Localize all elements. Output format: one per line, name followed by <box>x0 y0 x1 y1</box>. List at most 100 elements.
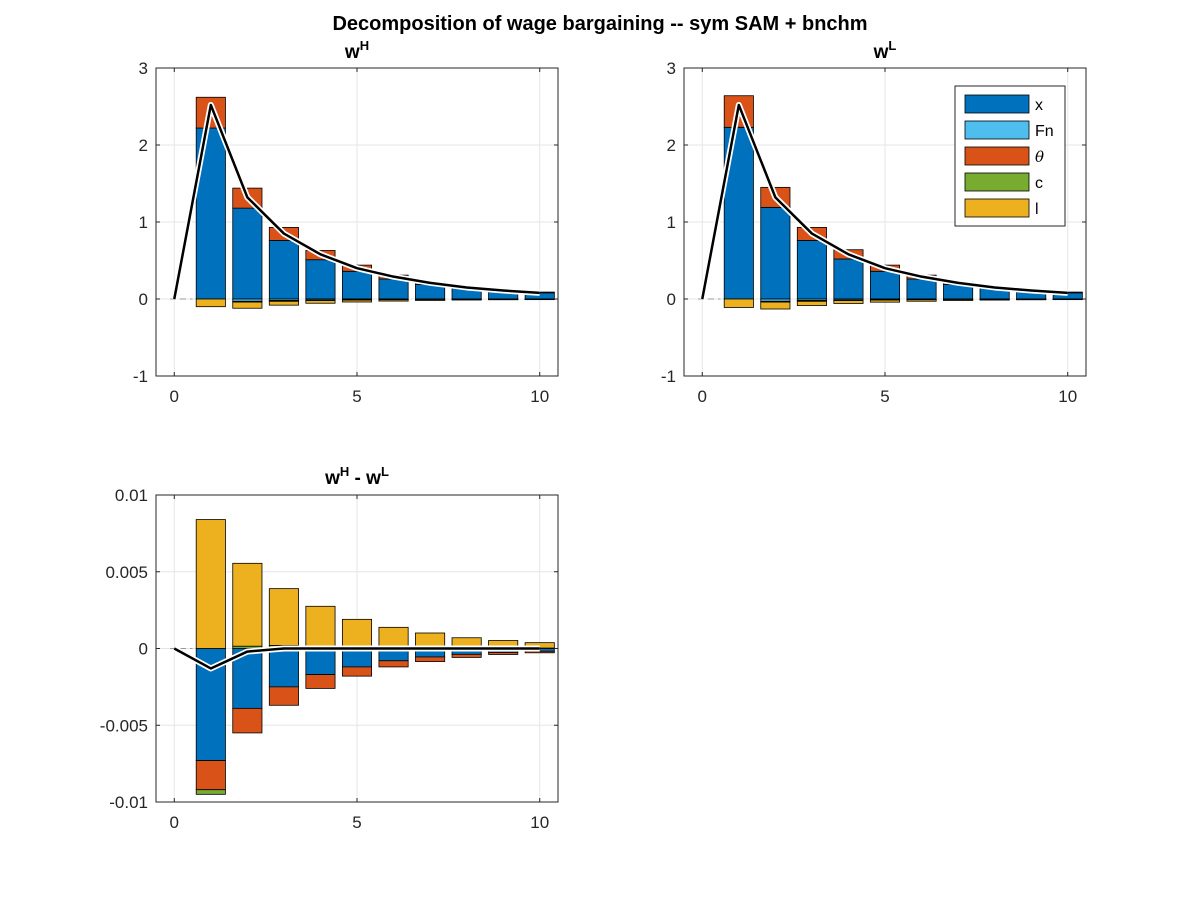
bar-l <box>341 299 373 303</box>
x-tick-label: 0 <box>170 387 179 406</box>
y-tick-label: -1 <box>133 367 148 386</box>
bar-x <box>268 240 299 300</box>
bar-l <box>268 588 299 646</box>
bar-l <box>1016 298 1047 301</box>
y-tick-label: 0 <box>139 640 148 659</box>
bar-l <box>232 562 263 647</box>
bar-theta <box>305 674 336 689</box>
bar-l <box>195 519 226 649</box>
total-line <box>173 103 540 300</box>
legend-label-fn: Fn <box>1035 123 1054 140</box>
bar-l <box>195 298 226 308</box>
bar-x <box>869 270 901 300</box>
legend-label-theta: θ <box>1035 148 1044 166</box>
bar-l <box>979 298 1010 301</box>
legend-swatch-fn <box>964 120 1030 140</box>
bar-l <box>415 299 446 301</box>
x-tick-label: 10 <box>1058 387 1077 406</box>
bar-theta <box>415 656 446 662</box>
legend-entry-theta: θ <box>964 146 1044 166</box>
y-tick-label: -0.01 <box>109 793 148 812</box>
y-tick-label: 2 <box>667 136 676 155</box>
bar-x <box>833 258 864 300</box>
legend-swatch-c <box>964 172 1030 192</box>
x-tick-label: 10 <box>530 813 549 832</box>
legend-label-l: l <box>1035 201 1039 218</box>
bar-l <box>268 300 299 306</box>
bar-l <box>723 298 754 308</box>
bar-l <box>451 298 482 301</box>
bar-x <box>796 240 827 300</box>
x-tick-label: 5 <box>352 387 361 406</box>
y-tick-label: 0 <box>139 290 148 309</box>
legend-swatch-l <box>964 198 1030 218</box>
bar-l <box>906 299 937 302</box>
bar-x <box>305 259 336 300</box>
panel-wL: wL 0 5 10 -1 0 1 2 3 x Fn θ c l <box>661 38 1087 406</box>
legend: x Fn θ c l <box>954 85 1066 227</box>
bar-x <box>268 648 299 688</box>
panel-wH: wH 0 5 10 -1 0 1 2 3 <box>133 38 559 406</box>
panel-wL-title: wL <box>873 38 897 63</box>
panel-wH-title: wH <box>344 38 369 63</box>
bar-l <box>415 632 446 648</box>
bar-x <box>760 206 791 300</box>
legend-label-x: x <box>1035 97 1043 114</box>
x-tick-label: 10 <box>530 387 549 406</box>
legend-entry-fn: Fn <box>964 120 1054 140</box>
bar-theta <box>195 760 226 791</box>
legend-entry-x: x <box>964 94 1043 114</box>
bar-theta <box>451 653 482 658</box>
y-tick-label: 2 <box>139 136 148 155</box>
panel-wH-minus-wL-title: wH - wL <box>324 464 389 489</box>
bar-c <box>195 789 226 795</box>
bar-x <box>341 270 373 300</box>
y-tick-label: -0.005 <box>100 716 148 735</box>
bar-l <box>378 299 409 302</box>
bar-l <box>833 300 864 304</box>
legend-entry-c: c <box>964 172 1043 192</box>
total-line <box>701 103 1068 300</box>
bar-x <box>906 278 937 300</box>
panel-wH-minus-wL-plot: 0 5 10 -0.01 -0.005 0 0.005 0.01 <box>100 486 559 832</box>
bar-theta <box>378 660 409 668</box>
panel-wH-minus-wL: wH - wL 0 5 10 -0.01 -0.005 0 0.005 0.01 <box>100 464 559 832</box>
y-tick-label: 1 <box>139 213 148 232</box>
bar-l <box>760 301 791 310</box>
bar-l <box>232 301 263 309</box>
bar-l <box>488 298 519 301</box>
y-tick-label: 0.01 <box>115 486 148 505</box>
bar-x <box>378 278 409 300</box>
y-tick-label: 3 <box>667 59 676 78</box>
legend-swatch-x <box>964 94 1030 114</box>
bar-l <box>305 605 336 647</box>
bar-l <box>869 299 901 303</box>
figure-title: Decomposition of wage bargaining -- sym … <box>332 13 867 35</box>
legend-swatch-theta <box>964 146 1030 166</box>
total-line <box>173 647 540 670</box>
bar-l <box>305 300 336 304</box>
y-tick-label: 0 <box>667 290 676 309</box>
bar-theta <box>488 652 519 655</box>
y-tick-label: -1 <box>661 367 676 386</box>
bar-l <box>378 626 409 648</box>
bar-x <box>232 207 263 300</box>
panel-wH-plot: 0 5 10 -1 0 1 2 3 <box>133 59 559 406</box>
bar-l <box>341 618 373 648</box>
x-tick-label: 0 <box>698 387 707 406</box>
y-tick-label: 3 <box>139 59 148 78</box>
bar-theta <box>341 666 373 677</box>
y-tick-label: 0.005 <box>105 563 148 582</box>
bar-l <box>796 300 827 306</box>
bar-l <box>943 299 974 301</box>
bar-theta <box>232 707 263 734</box>
x-tick-label: 5 <box>352 813 361 832</box>
bar-theta <box>268 686 299 706</box>
bar-x <box>305 648 336 675</box>
x-tick-label: 0 <box>170 813 179 832</box>
x-tick-label: 5 <box>880 387 889 406</box>
legend-label-c: c <box>1035 175 1043 192</box>
bar-l <box>1052 298 1083 301</box>
y-tick-label: 1 <box>667 213 676 232</box>
